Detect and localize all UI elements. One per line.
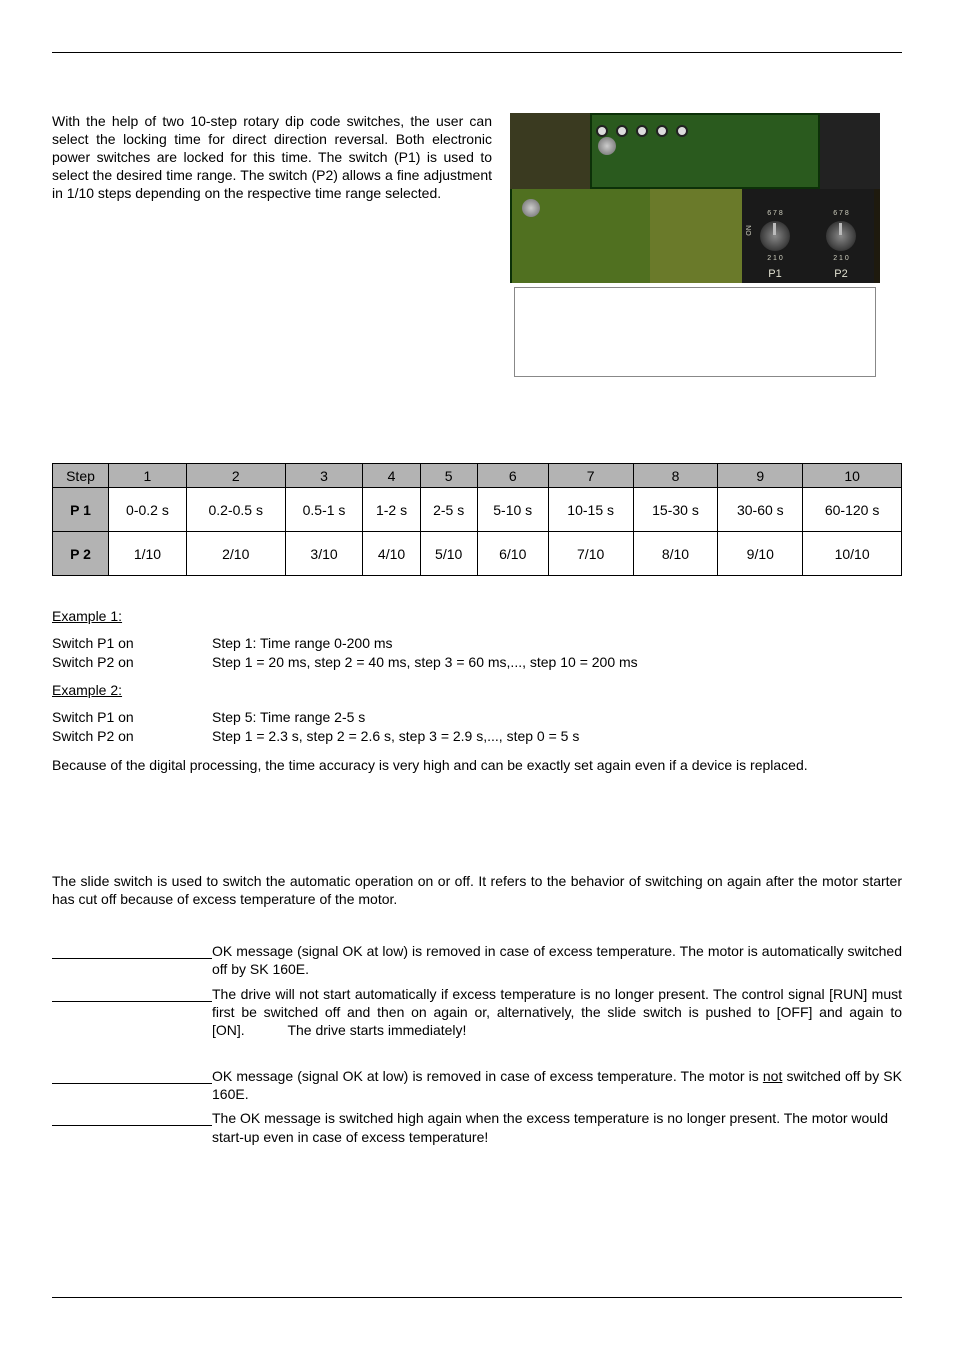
table-cell: 2-5 s [420, 488, 477, 532]
slideB-line1: OK message (signal OK at low) is removed… [212, 1067, 902, 1103]
table-header-cell: 5 [420, 464, 477, 488]
table-row: P 2 1/10 2/10 3/10 4/10 5/10 6/10 7/10 8… [53, 532, 902, 576]
table-header-step: Step [53, 464, 109, 488]
table-cell: 9/10 [718, 532, 803, 576]
example1-r2-body: Step 1 = 20 ms, step 2 = 40 ms, step 3 =… [212, 653, 902, 672]
rotary-switch-p2: 6 7 8 2 1 0 P2 [808, 189, 874, 283]
table-header-cell: 8 [633, 464, 718, 488]
table-cell: 2/10 [186, 532, 285, 576]
intro-paragraph: With the help of two 10-step rotary dip … [52, 113, 492, 381]
slide-key-blank [52, 942, 212, 959]
table-header-cell: 6 [477, 464, 548, 488]
table-cell: 1-2 s [363, 488, 420, 532]
example1-r1-body: Step 1: Time range 0-200 ms [212, 634, 902, 653]
table-header-cell: 1 [109, 464, 187, 488]
table-header-cell: 3 [285, 464, 363, 488]
table-cell: 60-120 s [803, 488, 902, 532]
slideA-line1: OK message (signal OK at low) is removed… [212, 942, 902, 978]
table-cell: 1/10 [109, 532, 187, 576]
slideB-line1-not: not [763, 1068, 782, 1084]
table-cell: 3/10 [285, 532, 363, 576]
example2-r2-body: Step 1 = 2.3 s, step 2 = 2.6 s, step 3 =… [212, 727, 902, 746]
top-rule [52, 52, 902, 53]
example1-r2-label: Switch P2 on [52, 653, 212, 672]
slide-definitions: OK message (signal OK at low) is removed… [52, 942, 902, 1146]
slideA-line2: The drive will not start automatically i… [212, 985, 902, 1040]
table-cell: 0.5-1 s [285, 488, 363, 532]
bottom-rule [52, 1297, 902, 1298]
table-cell: 7/10 [548, 532, 633, 576]
step-table: Step 1 2 3 4 5 6 7 8 9 10 P 1 0-0.2 s 0.… [52, 463, 902, 576]
table-cell: 15-30 s [633, 488, 718, 532]
table-cell: 10/10 [803, 532, 902, 576]
slide-key-blank [52, 985, 212, 1002]
pcb-photo: ON 6 7 8 2 1 0 P1 6 7 8 2 1 0 P2 [510, 113, 880, 381]
table-cell: 8/10 [633, 532, 718, 576]
table-header-cell: 9 [718, 464, 803, 488]
slide-key-blank [52, 1067, 212, 1084]
table-cell: 5/10 [420, 532, 477, 576]
table-row-label: P 2 [53, 532, 109, 576]
example2-r1-body: Step 5: Time range 2-5 s [212, 708, 902, 727]
table-cell: 0.2-0.5 s [186, 488, 285, 532]
table-cell: 10-15 s [548, 488, 633, 532]
slideB-line1-pre: OK message (signal OK at low) is removed… [212, 1068, 763, 1084]
example2-heading: Example 2: [52, 682, 902, 698]
example1-heading: Example 1: [52, 608, 902, 624]
example2-r2-label: Switch P2 on [52, 727, 212, 746]
table-row: P 1 0-0.2 s 0.2-0.5 s 0.5-1 s 1-2 s 2-5 … [53, 488, 902, 532]
accuracy-note: Because of the digital processing, the t… [52, 756, 902, 774]
slide-key-blank [52, 1109, 212, 1126]
rotary-switch-p1: ON 6 7 8 2 1 0 P1 [742, 189, 808, 283]
slideA-line2b: The drive starts immediately! [287, 1022, 466, 1038]
table-cell: 30-60 s [718, 488, 803, 532]
pcb-blank-area [514, 287, 876, 377]
example1-r1-label: Switch P1 on [52, 634, 212, 653]
top-section: With the help of two 10-step rotary dip … [52, 113, 902, 381]
slideB-line2: The OK message is switched high again wh… [212, 1109, 902, 1145]
table-header-cell: 10 [803, 464, 902, 488]
table-cell: 5-10 s [477, 488, 548, 532]
table-row-label: P 1 [53, 488, 109, 532]
table-header-cell: 2 [186, 464, 285, 488]
table-cell: 6/10 [477, 532, 548, 576]
table-header-cell: 7 [548, 464, 633, 488]
example2-r1-label: Switch P1 on [52, 708, 212, 727]
table-cell: 4/10 [363, 532, 420, 576]
slide-switch-intro: The slide switch is used to switch the a… [52, 872, 902, 908]
table-cell: 0-0.2 s [109, 488, 187, 532]
examples-block: Example 1: Switch P1 on Step 1: Time ran… [52, 608, 902, 774]
table-header-cell: 4 [363, 464, 420, 488]
